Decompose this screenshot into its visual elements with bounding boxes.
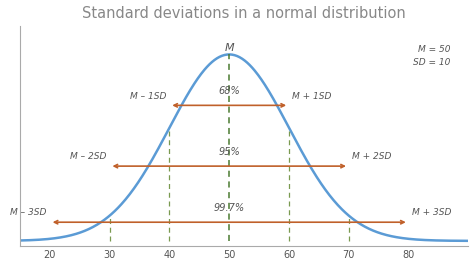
Text: M – 1SD: M – 1SD	[130, 92, 166, 101]
Text: M = 50
SD = 10: M = 50 SD = 10	[413, 45, 450, 67]
Text: M + 3SD: M + 3SD	[411, 208, 451, 217]
Text: 99.7%: 99.7%	[214, 203, 245, 213]
Text: M + 2SD: M + 2SD	[352, 152, 391, 161]
Text: M – 2SD: M – 2SD	[70, 152, 107, 161]
Title: Standard deviations in a normal distribution: Standard deviations in a normal distribu…	[82, 6, 406, 20]
Text: 68%: 68%	[219, 86, 240, 96]
Text: M: M	[224, 43, 234, 53]
Text: M – 3SD: M – 3SD	[10, 208, 47, 217]
Text: M + 1SD: M + 1SD	[292, 92, 331, 101]
Text: 95%: 95%	[219, 147, 240, 157]
